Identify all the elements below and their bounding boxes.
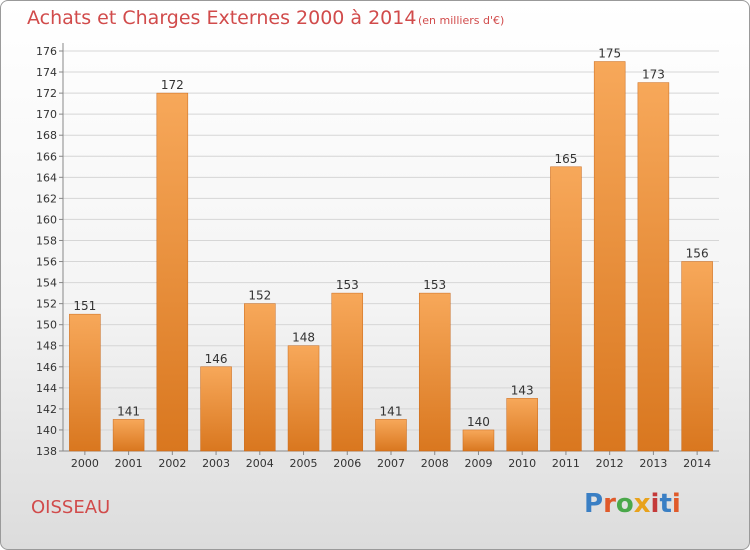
bar-2006 — [331, 292, 364, 452]
logo-letter: x — [633, 489, 651, 519]
x-tick-label: 2001 — [115, 457, 143, 470]
y-tick-label: 154 — [36, 277, 57, 290]
commune-name: OISSEAU — [31, 497, 111, 518]
y-tick-label: 148 — [36, 340, 57, 353]
data-label: 143 — [511, 383, 534, 397]
y-tick-label: 176 — [36, 45, 57, 58]
y-tick-label: 164 — [36, 171, 57, 184]
bar-2001 — [112, 419, 145, 452]
data-label: 173 — [642, 68, 665, 82]
bar-2008 — [418, 292, 451, 452]
y-tick-label: 142 — [36, 403, 57, 416]
y-tick-label: 160 — [36, 213, 57, 226]
logo-letter: t — [659, 489, 672, 519]
y-tick-label: 172 — [36, 87, 57, 100]
proxiti-logo[interactable]: Proxiti — [584, 489, 694, 525]
y-tick-label: 146 — [36, 361, 57, 374]
x-tick-label: 2011 — [552, 457, 580, 470]
logo-letter: i — [650, 489, 660, 519]
y-tick-label: 174 — [36, 66, 57, 79]
y-tick-labels: 138 140 142 144 146 148 150 152 154 156 158 160 162 1… — [36, 45, 57, 458]
y-tick-label: 138 — [36, 445, 57, 458]
y-tick-label: 140 — [36, 424, 57, 437]
y-tick-label: 166 — [36, 150, 57, 163]
bar-2002 — [156, 92, 189, 452]
bar-2013 — [637, 82, 670, 452]
x-tick-label: 2002 — [158, 457, 186, 470]
bar-2005 — [287, 345, 320, 452]
data-labels: 151 141 172 146 152 148 153 141 153 140 143 165 175 1… — [73, 47, 708, 429]
data-label: 153 — [423, 278, 446, 292]
x-tick-label: 2009 — [464, 457, 492, 470]
data-label: 148 — [292, 331, 315, 345]
data-label: 175 — [598, 47, 621, 61]
y-tick-label: 158 — [36, 234, 57, 247]
data-label: 172 — [161, 78, 184, 92]
y-tick-label: 162 — [36, 192, 57, 205]
bar-2007 — [375, 419, 407, 452]
x-tick-label: 2014 — [683, 457, 711, 470]
data-label: 141 — [117, 404, 140, 418]
y-tick-label: 168 — [36, 129, 57, 142]
data-label: 141 — [380, 404, 403, 418]
x-tick-label: 2007 — [377, 457, 405, 470]
data-label: 152 — [248, 289, 271, 303]
y-tick-label: 170 — [36, 108, 57, 121]
bars — [69, 61, 713, 452]
logo-letter: o — [615, 489, 634, 519]
y-tick-label: 156 — [36, 256, 57, 269]
bar-2000 — [69, 313, 101, 452]
data-label: 140 — [467, 415, 490, 429]
data-label: 146 — [205, 352, 228, 366]
y-tick-label: 150 — [36, 319, 57, 332]
x-tick-label: 2013 — [639, 457, 667, 470]
logo-letter: P — [584, 489, 604, 519]
data-label: 156 — [686, 247, 709, 261]
logo-letter: i — [671, 489, 681, 519]
x-tick-label: 2006 — [333, 457, 361, 470]
x-tick-label: 2012 — [596, 457, 624, 470]
x-tick-label: 2010 — [508, 457, 536, 470]
bar-2010 — [506, 398, 538, 452]
x-tick-label: 2004 — [246, 457, 274, 470]
bar-2003 — [200, 366, 232, 452]
bar-2004 — [244, 303, 276, 452]
x-tick-labels: 2000 2001 2002 2003 2004 2005 2006 2007 2008 2009… — [71, 457, 711, 470]
x-tick-label: 2000 — [71, 457, 99, 470]
chart-title: Achats et Charges Externes 2000 à 2014 — [27, 7, 417, 29]
chart-subtitle: (en milliers d'€) — [418, 14, 505, 27]
x-tick-label: 2003 — [202, 457, 230, 470]
x-tick-label: 2008 — [421, 457, 449, 470]
logo-letter: r — [603, 489, 616, 519]
bar-2009 — [462, 429, 495, 452]
y-tick-label: 144 — [36, 382, 57, 395]
bar-2014 — [681, 261, 713, 452]
bar-2011 — [550, 166, 582, 452]
data-label: 153 — [336, 278, 359, 292]
x-tick-label: 2005 — [290, 457, 318, 470]
bar-2012 — [593, 61, 626, 452]
y-tick-label: 152 — [36, 298, 57, 311]
data-label: 151 — [73, 299, 96, 313]
data-label: 165 — [554, 152, 577, 166]
